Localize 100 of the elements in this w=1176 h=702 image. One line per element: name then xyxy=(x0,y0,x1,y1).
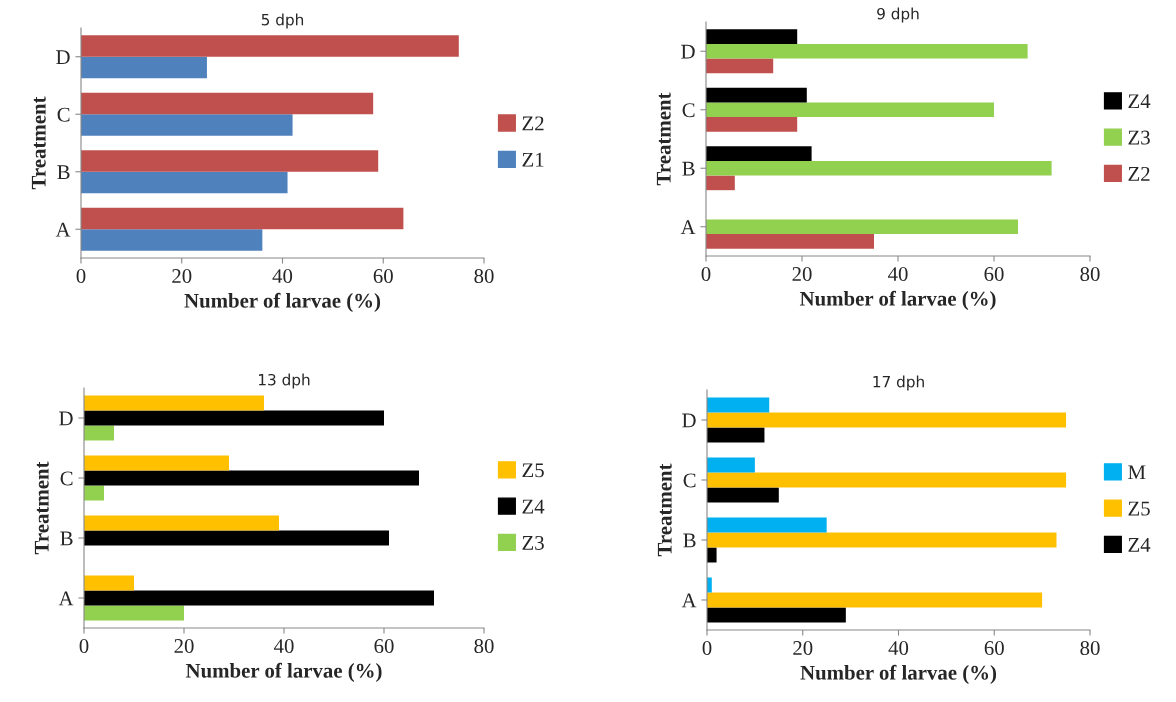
legend-label: M xyxy=(1128,465,1146,480)
bar xyxy=(81,114,293,136)
bar xyxy=(84,575,134,591)
y-tick-label: C xyxy=(683,473,696,488)
legend-label: Z4 xyxy=(1128,94,1151,109)
bar xyxy=(84,515,279,531)
y-tick-label: D xyxy=(59,411,73,426)
bar xyxy=(706,146,812,161)
bar xyxy=(706,29,798,44)
x-tick-label: 60 xyxy=(984,641,1004,656)
bar xyxy=(706,219,1018,235)
y-axis-title: Treatment xyxy=(34,461,49,555)
y-tick-label: B xyxy=(60,531,73,546)
y-tick-label: A xyxy=(58,591,74,606)
bar xyxy=(84,410,384,426)
bar xyxy=(84,395,264,411)
chart-title: 13 dph xyxy=(258,373,310,389)
chart-title: 9 dph xyxy=(877,7,919,23)
bar xyxy=(706,160,1052,176)
bar xyxy=(84,425,114,441)
bar xyxy=(706,175,735,191)
legend-label: Z1 xyxy=(522,152,544,167)
x-tick-label: 60 xyxy=(373,269,393,284)
x-tick-label: 80 xyxy=(474,639,494,654)
x-tick-label: 20 xyxy=(792,267,812,282)
x-tick-label: 0 xyxy=(702,641,712,656)
x-tick-label: 40 xyxy=(273,639,294,654)
y-tick-label: A xyxy=(681,593,697,608)
y-tick-label: B xyxy=(57,165,70,180)
y-tick-label: C xyxy=(682,103,695,118)
legend-label: Z2 xyxy=(522,116,544,131)
bar xyxy=(707,457,755,473)
bar xyxy=(81,150,379,172)
x-tick-label: 80 xyxy=(1080,641,1100,656)
bar xyxy=(706,234,874,249)
x-tick-label: 0 xyxy=(76,269,86,284)
bar xyxy=(706,87,807,103)
y-tick-label: A xyxy=(680,220,696,234)
legend-label: Z3 xyxy=(522,535,544,550)
bar xyxy=(706,58,774,74)
bar xyxy=(706,102,994,118)
x-tick-label: 40 xyxy=(888,641,909,656)
legend-label: Z5 xyxy=(522,463,544,478)
y-tick-label: A xyxy=(55,222,71,237)
y-tick-label: C xyxy=(57,107,70,122)
x-axis-title: Number of larvae (%) xyxy=(184,292,381,312)
x-tick-label: 80 xyxy=(1080,267,1100,282)
y-axis-title: Treatment xyxy=(31,96,46,190)
bar xyxy=(706,43,1028,59)
chart-title: 17 dph xyxy=(873,375,924,391)
chart-title: 5 dph xyxy=(261,13,304,29)
y-tick-label: B xyxy=(683,533,696,548)
x-tick-label: 40 xyxy=(272,269,293,284)
x-tick-label: 20 xyxy=(793,641,813,656)
bar xyxy=(84,605,184,621)
bar xyxy=(706,117,798,132)
bar xyxy=(707,592,1043,608)
bar xyxy=(84,530,389,546)
x-tick-label: 60 xyxy=(984,267,1004,282)
bar xyxy=(84,470,419,486)
bar xyxy=(707,532,1057,548)
x-tick-label: 60 xyxy=(374,639,394,654)
bar xyxy=(707,472,1067,488)
bar xyxy=(81,35,459,57)
legend-label: Z2 xyxy=(1128,166,1150,181)
y-tick-label: C xyxy=(60,471,73,486)
x-axis-title: Number of larvae (%) xyxy=(185,662,382,682)
x-axis-title: Number of larvae (%) xyxy=(800,664,997,684)
legend-label: Z4 xyxy=(1128,537,1151,552)
bar xyxy=(84,590,434,606)
bar xyxy=(707,427,765,443)
x-tick-label: 0 xyxy=(79,639,89,654)
x-tick-label: 20 xyxy=(174,639,194,654)
bar xyxy=(707,517,827,533)
bar xyxy=(81,207,404,230)
y-axis-title: Treatment xyxy=(656,92,671,186)
legend-label: Z4 xyxy=(522,499,545,514)
x-tick-label: 80 xyxy=(474,269,494,284)
y-tick-label: D xyxy=(56,50,70,65)
y-axis-title: Treatment xyxy=(657,463,672,557)
bar xyxy=(707,412,1067,428)
x-tick-label: 0 xyxy=(701,267,711,282)
bar xyxy=(84,455,229,471)
bar xyxy=(707,487,779,503)
x-axis-title: Number of larvae (%) xyxy=(799,290,996,310)
bar xyxy=(81,229,263,251)
legend-label: Z5 xyxy=(1128,501,1150,516)
bar xyxy=(81,171,288,194)
bar xyxy=(707,607,846,623)
y-tick-label: B xyxy=(682,161,695,176)
bar xyxy=(707,397,770,413)
y-tick-label: D xyxy=(682,413,696,428)
bar xyxy=(81,92,374,115)
y-tick-label: D xyxy=(681,44,695,59)
legend-label: Z3 xyxy=(1128,130,1150,145)
bar xyxy=(707,547,717,563)
x-tick-label: 20 xyxy=(172,269,192,284)
x-tick-label: 40 xyxy=(887,267,908,282)
bar xyxy=(84,485,104,501)
bar xyxy=(81,56,207,79)
